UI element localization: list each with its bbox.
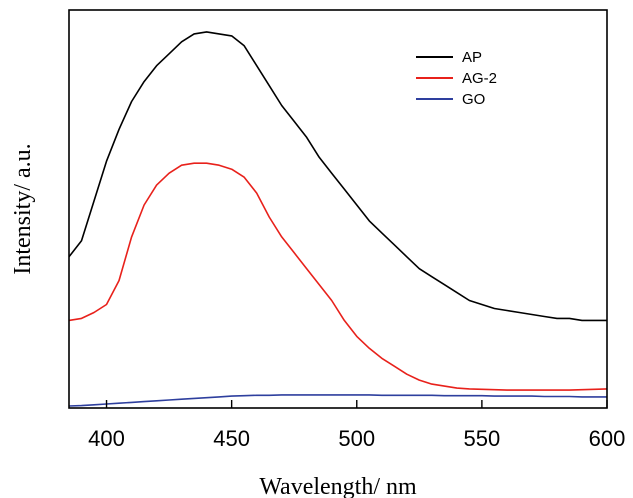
series-layer (68, 31, 608, 407)
series-line-ap (68, 31, 607, 322)
plot-frame (68, 9, 608, 409)
y-axis-title: Intensity/ a.u. (10, 143, 36, 274)
x-tick-label: 400 (88, 426, 125, 451)
legend-label-go: GO (462, 91, 485, 108)
legend-label-ag-2: AG-2 (462, 70, 497, 87)
legend: AP AG-2 GO (416, 49, 497, 108)
x-tick-label: 600 (589, 426, 626, 451)
x-tick-label: 500 (338, 426, 375, 451)
x-axis-title: Wavelength/ nm (259, 474, 417, 498)
legend-label-ap: AP (462, 49, 482, 66)
x-axis: 400 450 500 550 600 (88, 400, 625, 451)
x-tick-label: 550 (464, 426, 501, 451)
series-line-go (68, 394, 607, 407)
x-tick-label: 450 (213, 426, 250, 451)
series-line-ag-2 (68, 162, 608, 391)
